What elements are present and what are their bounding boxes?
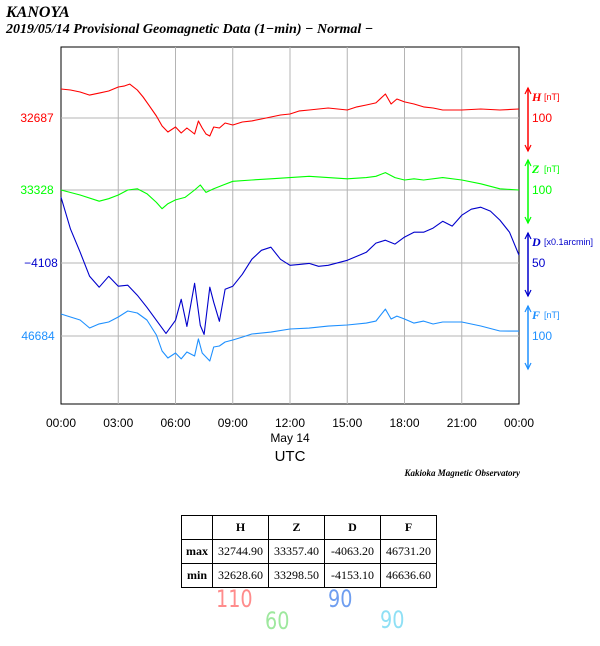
stats-cell: 33298.50 [268, 563, 325, 588]
series-name-h: H [531, 90, 542, 104]
series-name-d: D [531, 235, 541, 249]
x-tick-label: 00:00 [504, 416, 534, 430]
range-note-d: 90 [328, 585, 353, 613]
stats-row-max: max 32744.90 33357.40 -4063.20 46731.20 [181, 539, 437, 564]
series-unit-z: [nT] [544, 164, 560, 174]
x-tick-label: 03:00 [103, 416, 133, 430]
scale-arrow-up [524, 231, 532, 240]
x-tick-label: 09:00 [218, 416, 248, 430]
stats-row-label: min [181, 563, 213, 588]
scale-label-h: 100 [532, 111, 552, 125]
ref-label-z: 33328 [20, 183, 54, 197]
stats-row-min: min 32628.60 33298.50 -4153.10 46636.60 [181, 563, 437, 588]
date-label: May 14 [270, 431, 310, 445]
stats-cell: -4063.20 [324, 539, 381, 564]
stats-col-z: Z [268, 515, 325, 540]
range-note-f: 90 [380, 606, 405, 634]
scale-label-z: 100 [532, 183, 552, 197]
x-tick-label: 15:00 [332, 416, 362, 430]
series-unit-d: [x0.1arcmin] [544, 237, 593, 247]
chart-grid [61, 47, 519, 404]
x-tick-label: 21:00 [447, 416, 477, 430]
x-tick-label: 06:00 [160, 416, 190, 430]
x-tick-label: 12:00 [275, 416, 305, 430]
series-line-z [60, 172, 520, 210]
stats-corner [181, 515, 213, 540]
observatory-credit: Kakioka Magnetic Observatory [404, 468, 521, 478]
stats-cell: 46731.20 [380, 539, 437, 564]
series-name-z: Z [531, 162, 540, 176]
chart-subtitle: 2019/05/14 Provisional Geomagnetic Data … [6, 22, 374, 37]
x-axis-label: UTC [275, 448, 306, 465]
series-unit-h: [nT] [544, 92, 560, 102]
ref-label-h: 32687 [20, 111, 54, 125]
range-note-h: 110 [216, 585, 253, 613]
ref-label-d: −4108 [24, 256, 58, 270]
stats-cell: 46636.60 [380, 563, 437, 588]
scale-label-f: 100 [532, 329, 552, 343]
scale-label-d: 50 [532, 256, 546, 270]
scale-arrow-down [524, 216, 532, 225]
scale-arrow-down [524, 144, 532, 153]
stats-header-row: H Z D F [181, 515, 437, 540]
series-unit-f: [nT] [544, 310, 560, 320]
x-axis: 00:00 03:00 06:00 09:00 12:00 15:00 18:00 21:00… [46, 416, 534, 430]
station-name: KANOYA [6, 4, 70, 21]
stats-cell: 32744.90 [212, 539, 269, 564]
scale-arrow-up [524, 158, 532, 167]
x-tick-label: 18:00 [389, 416, 419, 430]
stats-col-h: H [212, 515, 269, 540]
stats-col-f: F [380, 515, 437, 540]
series-line-d [60, 196, 520, 335]
stats-row-label: max [181, 539, 213, 564]
scale-arrow-up [524, 304, 532, 313]
series-name-f: F [531, 308, 540, 322]
stats-cell: 32628.60 [212, 563, 269, 588]
range-note-z: 60 [265, 607, 290, 635]
scale-arrow-down [524, 289, 532, 298]
stats-table: H Z D F max 32744.90 33357.40 -4063.20 4… [181, 515, 437, 588]
stats-cell: -4153.10 [324, 563, 381, 588]
series-line-h [60, 83, 520, 137]
scale-arrow-down [524, 362, 532, 371]
x-tick-label: 00:00 [46, 416, 76, 430]
ref-label-f: 46684 [21, 329, 55, 343]
stats-col-d: D [324, 515, 381, 540]
stats-cell: 33357.40 [268, 539, 325, 564]
scale-arrow-up [524, 86, 532, 95]
series-line-f [60, 308, 520, 362]
